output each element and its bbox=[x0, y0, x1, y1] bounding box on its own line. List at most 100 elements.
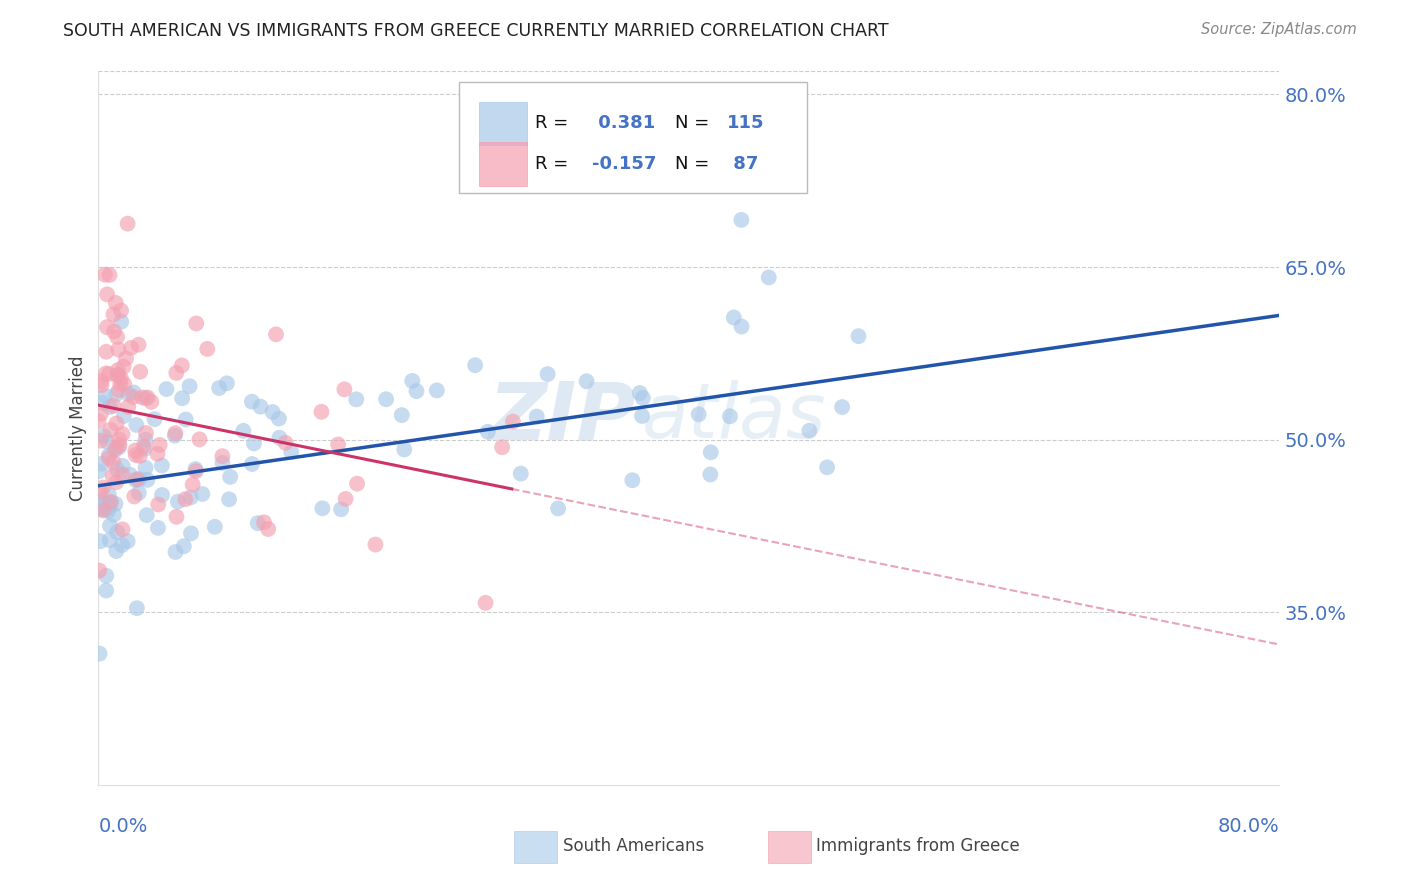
Point bbox=[100, 495, 122, 509]
Point bbox=[125, 417, 148, 432]
Point bbox=[426, 384, 449, 398]
Point bbox=[96, 320, 118, 334]
Point bbox=[128, 486, 150, 500]
Point bbox=[117, 386, 139, 401]
Point bbox=[103, 455, 125, 469]
Text: SOUTH AMERICAN VS IMMIGRANTS FROM GREECE CURRENTLY MARRIED CORRELATION CHART: SOUTH AMERICAN VS IMMIGRANTS FROM GREECE… bbox=[63, 22, 889, 40]
Point bbox=[103, 308, 125, 322]
Point bbox=[344, 392, 367, 407]
Point bbox=[112, 409, 135, 423]
Point bbox=[105, 330, 128, 344]
Point bbox=[134, 442, 156, 456]
Point bbox=[243, 436, 266, 450]
Point bbox=[391, 408, 413, 422]
Point bbox=[107, 441, 129, 455]
Point bbox=[87, 414, 110, 428]
Point bbox=[96, 497, 118, 511]
Point bbox=[110, 303, 132, 318]
Text: atlas: atlas bbox=[641, 381, 827, 454]
Point bbox=[346, 476, 368, 491]
Point bbox=[723, 310, 745, 325]
Point bbox=[90, 378, 112, 392]
Point bbox=[90, 500, 112, 515]
FancyBboxPatch shape bbox=[478, 102, 527, 145]
Point bbox=[90, 434, 112, 448]
Point bbox=[149, 438, 172, 452]
Point bbox=[125, 601, 148, 615]
Point bbox=[89, 647, 111, 661]
Point bbox=[112, 359, 135, 374]
FancyBboxPatch shape bbox=[515, 830, 557, 863]
Point bbox=[91, 502, 114, 516]
Point bbox=[129, 365, 152, 379]
Point bbox=[375, 392, 398, 407]
Point bbox=[474, 596, 496, 610]
Point bbox=[90, 374, 112, 388]
Point bbox=[274, 435, 297, 450]
Point bbox=[575, 374, 598, 388]
Point bbox=[155, 382, 177, 396]
Point bbox=[799, 424, 821, 438]
Point bbox=[257, 522, 280, 536]
Point bbox=[195, 342, 218, 356]
Point bbox=[165, 545, 187, 559]
Point bbox=[94, 367, 117, 381]
Point bbox=[103, 399, 125, 413]
Text: R =: R = bbox=[536, 114, 575, 132]
Point bbox=[464, 358, 486, 372]
Point bbox=[108, 433, 131, 447]
Point bbox=[89, 485, 111, 500]
Text: 80.0%: 80.0% bbox=[1218, 817, 1279, 836]
Point bbox=[125, 473, 148, 487]
Point bbox=[96, 568, 118, 582]
Point bbox=[101, 468, 124, 483]
Point bbox=[125, 448, 148, 462]
Point bbox=[135, 460, 157, 475]
Point bbox=[108, 438, 131, 452]
Point bbox=[127, 472, 149, 486]
Point bbox=[90, 494, 112, 508]
Point bbox=[128, 449, 150, 463]
Point bbox=[180, 491, 202, 505]
Text: 115: 115 bbox=[727, 114, 765, 132]
Text: South Americans: South Americans bbox=[562, 837, 704, 855]
Point bbox=[105, 387, 128, 401]
Point bbox=[269, 431, 291, 445]
Point bbox=[97, 504, 120, 518]
Point bbox=[163, 428, 186, 442]
Point bbox=[621, 473, 644, 487]
Point bbox=[174, 492, 197, 507]
Point bbox=[181, 477, 204, 491]
Point bbox=[172, 391, 194, 405]
Point bbox=[122, 385, 145, 400]
Point bbox=[90, 495, 112, 509]
Point bbox=[758, 270, 780, 285]
Y-axis label: Currently Married: Currently Married bbox=[69, 355, 87, 501]
Text: ZIP: ZIP bbox=[488, 378, 636, 457]
Point bbox=[204, 520, 226, 534]
Point bbox=[107, 343, 129, 357]
Point bbox=[87, 464, 110, 478]
Point bbox=[165, 366, 187, 380]
Point bbox=[96, 583, 118, 598]
Point bbox=[394, 442, 416, 457]
Point bbox=[526, 409, 548, 424]
Point bbox=[631, 409, 654, 423]
Point bbox=[188, 433, 211, 447]
Point bbox=[98, 268, 121, 282]
Point bbox=[219, 470, 242, 484]
Point bbox=[117, 217, 139, 231]
Point bbox=[211, 449, 233, 463]
Point bbox=[688, 407, 710, 421]
Point bbox=[135, 391, 157, 405]
Point bbox=[232, 424, 254, 438]
Point bbox=[170, 359, 193, 373]
Point bbox=[91, 396, 114, 410]
Point bbox=[111, 467, 134, 482]
Text: 0.381: 0.381 bbox=[592, 114, 655, 132]
Point bbox=[134, 433, 156, 447]
Point bbox=[97, 449, 120, 463]
Point bbox=[211, 456, 233, 470]
Point bbox=[97, 488, 120, 502]
Point bbox=[208, 381, 231, 395]
